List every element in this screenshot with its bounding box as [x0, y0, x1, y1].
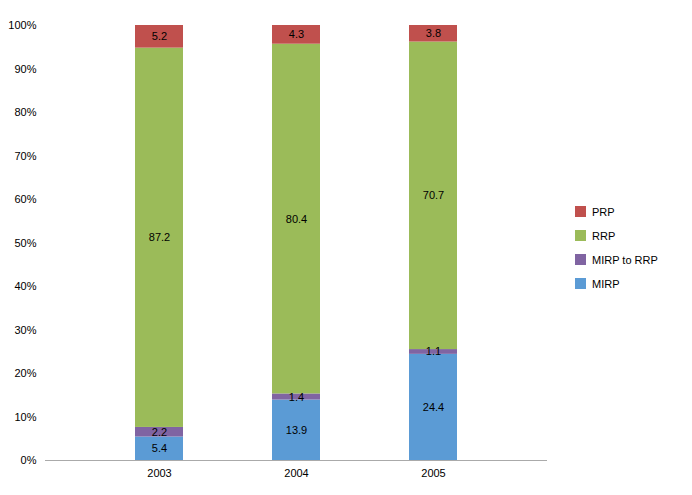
svg-text:1.1: 1.1 [426, 345, 441, 357]
svg-text:80.4: 80.4 [286, 213, 307, 225]
svg-text:10%: 10% [14, 411, 36, 423]
svg-text:40%: 40% [14, 280, 36, 292]
svg-text:4.3: 4.3 [289, 28, 304, 40]
svg-text:0%: 0% [21, 454, 37, 466]
svg-text:2005: 2005 [421, 467, 445, 479]
svg-text:5.4: 5.4 [152, 442, 167, 454]
html-text:PRP: PRP [592, 205, 615, 218]
html-text:MIRP: MIRP [592, 277, 620, 290]
svg-text:3.8: 3.8 [426, 27, 441, 39]
svg-text:70.7: 70.7 [423, 189, 444, 201]
svg-text:80%: 80% [14, 106, 36, 118]
svg-text:50%: 50% [14, 237, 36, 249]
svg-text:20%: 20% [14, 367, 36, 379]
svg-text:2.2: 2.2 [152, 426, 167, 438]
html-text:RRP: RRP [592, 229, 616, 242]
svg-text:70%: 70% [14, 150, 36, 162]
svg-text:24.4: 24.4 [423, 401, 444, 413]
svg-text:30%: 30% [14, 324, 36, 336]
svg-text:5.2: 5.2 [152, 30, 167, 42]
svg-text:13.9: 13.9 [286, 424, 307, 436]
svg-text:100%: 100% [8, 19, 36, 31]
svg-text:87.2: 87.2 [149, 231, 170, 243]
svg-text:90%: 90% [14, 63, 36, 75]
svg-text:60%: 60% [14, 193, 36, 205]
svg-text:2003: 2003 [147, 467, 171, 479]
html-text:MIRP to RRP: MIRP to RRP [592, 253, 658, 266]
svg-text:1.4: 1.4 [289, 391, 304, 403]
svg-text:2004: 2004 [284, 467, 308, 479]
